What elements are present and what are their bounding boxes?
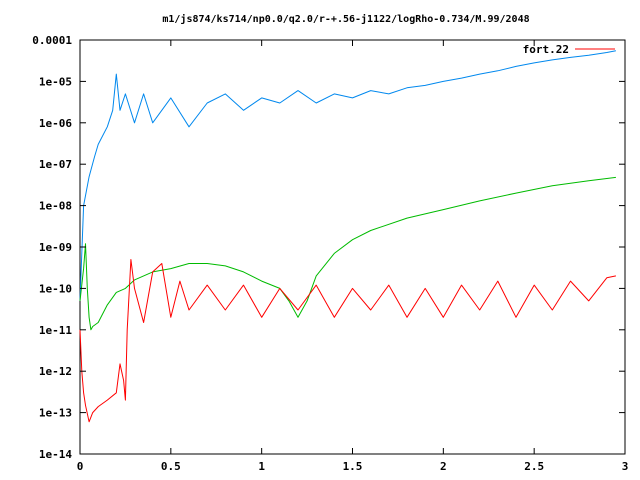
y-tick-label: 1e-08 [39, 200, 72, 213]
x-tick-label: 0.5 [161, 460, 181, 473]
x-tick-label: 1.5 [343, 460, 363, 473]
plot-area: 0 0.5 1 1.5 2 2.5 3 0.0001 1e-05 1e-06 1e-07 1e-08 1… [32, 34, 628, 473]
tick-layer: 0 0.5 1 1.5 2 2.5 3 0.0001 1e-05 1e-06 1e-07 1e-08 1… [32, 34, 628, 473]
x-tick-label: 1 [258, 460, 265, 473]
y-tick-label: 1e-13 [39, 407, 72, 420]
legend-label: fort.22 [523, 43, 569, 56]
x-tick-label: 2.5 [524, 460, 544, 473]
series-layer [79, 50, 617, 423]
series-line-1 [79, 176, 616, 331]
y-tick-label: 0.0001 [32, 34, 72, 47]
y-tick-label: 1e-09 [39, 241, 72, 254]
x-tick-label: 2 [440, 460, 447, 473]
x-tick-label: 0 [77, 460, 84, 473]
legend: fort.22 [523, 43, 615, 56]
series-line-0 [79, 259, 617, 423]
y-tick-label: 1e-14 [39, 448, 72, 461]
y-tick-label: 1e-06 [39, 117, 72, 130]
y-tick-label: 1e-07 [39, 158, 72, 171]
y-tick-label: 1e-05 [39, 75, 72, 88]
y-tick-label: 1e-10 [39, 282, 72, 295]
x-tick-label: 3 [622, 460, 629, 473]
chart-title: m1/js874/ks714/np0.0/q2.0/r-+.56-j1122/l… [162, 13, 529, 25]
plot-frame [79, 39, 626, 455]
y-tick-label: 1e-11 [39, 324, 72, 337]
series-line-2 [79, 50, 616, 301]
y-tick-label: 1e-12 [39, 365, 72, 378]
